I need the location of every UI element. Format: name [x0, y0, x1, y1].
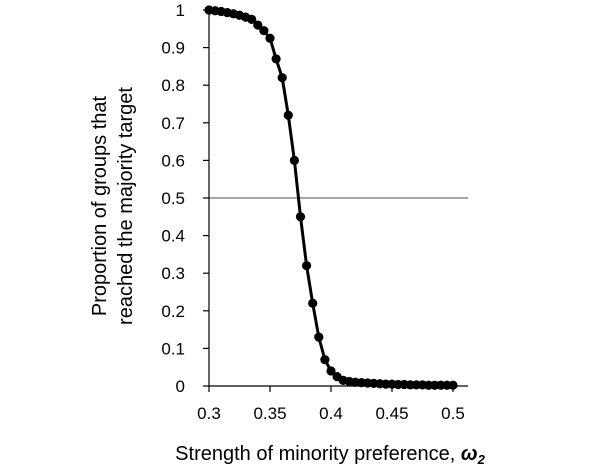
data-point — [277, 73, 287, 83]
y-tick-label: 0.4 — [161, 227, 185, 246]
data-point — [308, 298, 318, 308]
y-tick-label: 0.8 — [161, 76, 185, 95]
ticks: 0 0.1 0.2 0.3 0.4 0.5 0.6 0.7 0.8 0.9 1 0.3 0.35 0.4 0… — [161, 1, 464, 423]
data-point — [271, 54, 281, 64]
x-tick-label: 0.5 — [441, 404, 465, 423]
data-point — [314, 332, 324, 342]
x-axis-title-symbol: ω — [461, 443, 478, 465]
data-point — [302, 261, 312, 271]
data-point — [289, 155, 299, 165]
data-point — [295, 212, 306, 222]
data-point — [448, 380, 458, 390]
y-tick-label: 0.3 — [161, 264, 185, 283]
x-axis-title: Strength of minority preference, ω2 — [175, 443, 485, 467]
x-axis-title-subscript: 2 — [477, 452, 486, 467]
y-tick-label: 0.7 — [161, 114, 185, 133]
data-point — [265, 33, 275, 43]
data-point — [259, 26, 269, 36]
x-tick-label: 0.4 — [319, 404, 343, 423]
y-tick-label: 0.6 — [161, 151, 185, 170]
x-tick-label: 0.3 — [197, 404, 221, 423]
y-tick-label: 0.9 — [161, 39, 185, 58]
y-tick-label: 1 — [176, 1, 185, 20]
data-point — [247, 14, 257, 24]
data-point — [253, 20, 263, 30]
data-point — [320, 355, 330, 365]
x-tick-label: 0.45 — [375, 404, 408, 423]
y-axis-title: Proportion of groups that reached the ma… — [89, 87, 137, 325]
y-tick-label: 0.2 — [161, 302, 185, 321]
y-tick-label: 0.1 — [161, 339, 185, 358]
y-axis-title-line-2: reached the majority target — [115, 87, 137, 325]
series-layer — [204, 5, 458, 390]
x-axis-title-text: Strength of minority preference, — [175, 443, 461, 465]
x-tick-label: 0.35 — [253, 404, 286, 423]
y-axis-title-line-1: Proportion of groups that — [89, 95, 111, 316]
y-tick-label: 0 — [176, 377, 185, 396]
data-point — [326, 366, 336, 376]
y-tick-label: 0.5 — [161, 189, 185, 208]
data-point — [283, 110, 293, 120]
